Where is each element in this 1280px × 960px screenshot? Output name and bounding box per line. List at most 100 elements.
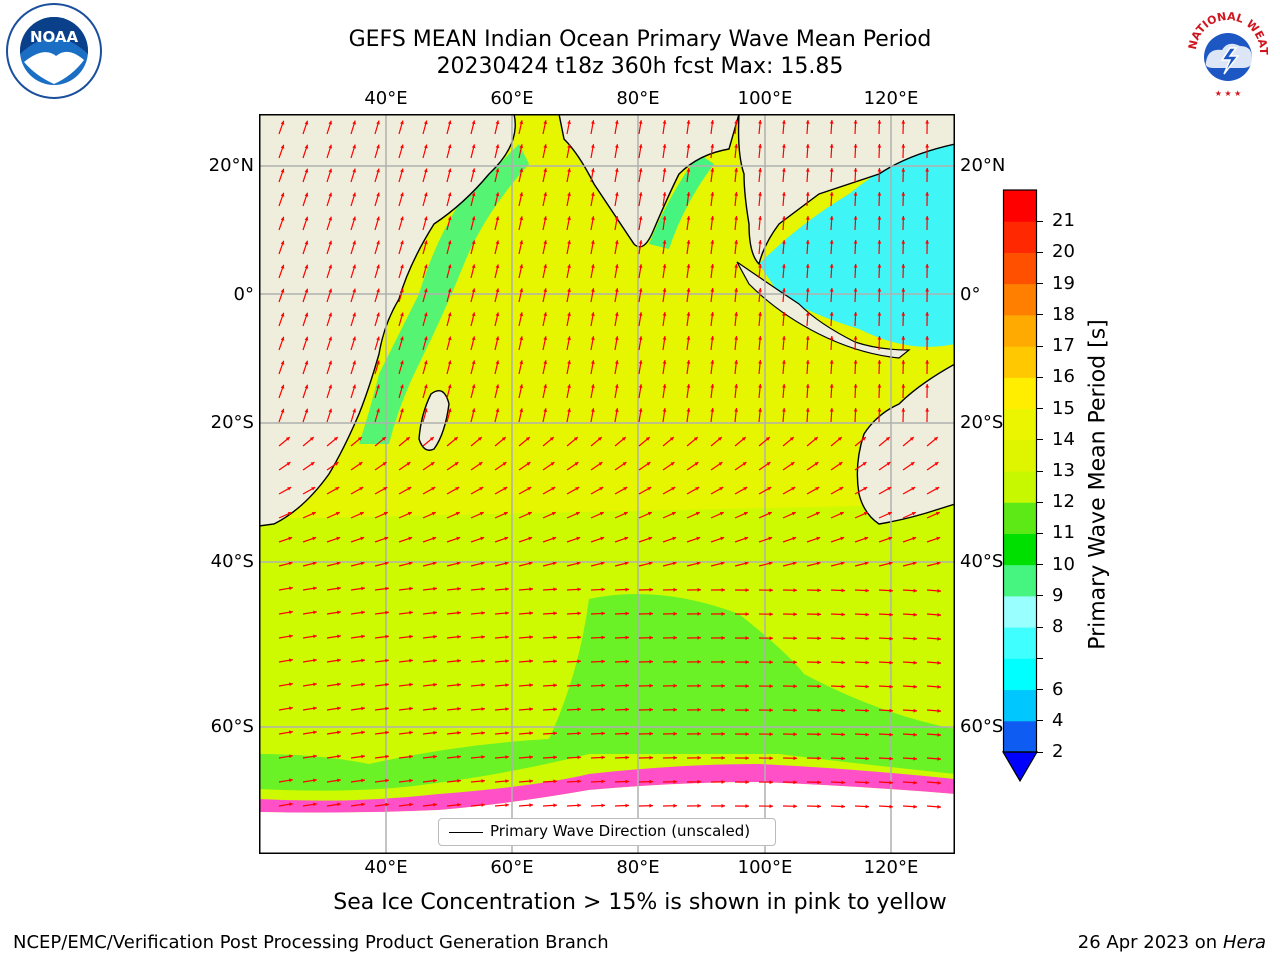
wave-arrow-head bbox=[311, 487, 316, 491]
wave-arrow-head bbox=[638, 168, 643, 172]
wave-arrow-head bbox=[543, 288, 547, 293]
wave-arrow-head bbox=[925, 168, 930, 172]
wave-arrow-head bbox=[745, 732, 749, 736]
wave-arrow-head bbox=[481, 755, 485, 759]
colorbar-bin bbox=[1003, 720, 1037, 753]
wave-arrow-head bbox=[793, 732, 797, 737]
wave-arrow-head bbox=[829, 264, 834, 268]
wave-arrow-head bbox=[471, 264, 476, 269]
wave-arrow-head bbox=[853, 312, 858, 316]
wave-arrow-head bbox=[649, 683, 653, 688]
wave-arrow-head bbox=[337, 730, 341, 735]
wave-arrow-head bbox=[328, 144, 333, 149]
wave-arrow-head bbox=[409, 634, 413, 639]
wave-arrow-head bbox=[624, 536, 629, 541]
wave-arrow-head bbox=[525, 437, 530, 441]
wave-arrow-head bbox=[913, 708, 917, 713]
wave-arrow-head bbox=[601, 755, 605, 760]
wave-arrow-head bbox=[543, 168, 547, 173]
wave-arrow-head bbox=[479, 487, 484, 491]
wave-arrow-head bbox=[304, 384, 309, 389]
wave-arrow-head bbox=[696, 536, 701, 541]
wave-arrow-head bbox=[573, 437, 578, 441]
wave-arrow-head bbox=[841, 780, 845, 785]
wave-arrow-head bbox=[423, 336, 428, 341]
wave-arrow-head bbox=[495, 240, 500, 245]
wave-arrow-head bbox=[645, 437, 650, 441]
wave-arrow-head bbox=[328, 408, 333, 413]
colorbar-tick-mark bbox=[1037, 657, 1043, 659]
wave-arrow-head bbox=[385, 610, 389, 615]
wave-arrow-head bbox=[805, 192, 810, 196]
wave-arrow-head bbox=[543, 360, 547, 365]
wave-arrow-head bbox=[673, 707, 677, 712]
wave-arrow-head bbox=[358, 462, 363, 466]
wave-arrow-head bbox=[717, 437, 722, 441]
wave-arrow-head bbox=[901, 216, 906, 220]
colorbar-tick-label: 16 bbox=[1052, 366, 1075, 388]
wave-arrow-head bbox=[289, 682, 293, 687]
wave-arrow-head bbox=[552, 536, 557, 541]
wave-arrow-head bbox=[734, 360, 739, 364]
wave-arrow-head bbox=[697, 611, 701, 616]
wave-arrow-head bbox=[309, 437, 314, 441]
wave-arrow-head bbox=[304, 288, 309, 293]
wave-arrow-head bbox=[697, 707, 701, 712]
wave-arrow-head bbox=[553, 611, 557, 616]
wave-arrow-head bbox=[734, 384, 739, 388]
wave-arrow-head bbox=[376, 216, 380, 221]
wave-arrow-head bbox=[479, 512, 484, 516]
wave-arrow-head bbox=[864, 536, 869, 541]
wave-arrow-head bbox=[646, 462, 651, 466]
wave-arrow-head bbox=[471, 192, 476, 197]
wave-arrow-head bbox=[400, 336, 404, 341]
wave-arrow-head bbox=[400, 288, 404, 293]
wave-arrow-head bbox=[718, 462, 723, 466]
wave-arrow-head bbox=[614, 144, 619, 148]
wave-arrow-head bbox=[333, 437, 338, 441]
wave-arrow-head bbox=[782, 336, 786, 340]
wave-arrow-head bbox=[423, 264, 428, 269]
wave-arrow-head bbox=[937, 660, 941, 665]
wave-arrow-head bbox=[865, 804, 869, 809]
wave-arrow-head bbox=[649, 731, 653, 736]
wave-arrow-head bbox=[601, 803, 605, 808]
sea-ice-caption: Sea Ice Concentration > 15% is shown in … bbox=[333, 890, 947, 915]
colorbar-tick-label: 14 bbox=[1052, 428, 1075, 450]
wave-arrow-head bbox=[625, 635, 629, 640]
map-subtitle: 20230424 t18z 360h fcst Max: 15.85 bbox=[436, 54, 844, 79]
wave-arrow-head bbox=[816, 561, 821, 566]
wave-arrow-head bbox=[649, 659, 653, 664]
wave-arrow-head bbox=[710, 336, 715, 340]
wave-arrow-head bbox=[543, 408, 547, 413]
wave-arrow-head bbox=[384, 561, 389, 566]
wave-arrow-head bbox=[288, 561, 293, 566]
wave-arrow-head bbox=[937, 708, 941, 713]
colorbar bbox=[1001, 189, 1039, 783]
wave-arrow-head bbox=[433, 634, 437, 639]
wave-arrow-head bbox=[502, 462, 507, 466]
wave-arrow-head bbox=[553, 635, 557, 640]
wave-arrow-head bbox=[552, 561, 557, 566]
wave-arrow-head bbox=[758, 360, 762, 364]
wave-arrow-head bbox=[742, 462, 747, 466]
wave-arrow-head bbox=[304, 168, 309, 173]
wave-arrow-head bbox=[925, 264, 930, 268]
wave-arrow-head bbox=[313, 610, 317, 615]
wave-arrow-head bbox=[567, 264, 571, 269]
wave-arrow-head bbox=[400, 408, 404, 413]
wave-arrow-head bbox=[505, 731, 509, 735]
wave-arrow-head bbox=[614, 336, 619, 340]
wave-arrow-head bbox=[817, 588, 821, 593]
wave-arrow-head bbox=[925, 216, 930, 220]
wave-arrow-head bbox=[697, 779, 701, 784]
wave-arrow-head bbox=[710, 192, 715, 196]
wave-arrow-head bbox=[480, 536, 485, 541]
wave-arrow-head bbox=[495, 408, 500, 413]
wave-arrow-head bbox=[625, 587, 629, 592]
wave-arrow-head bbox=[865, 780, 869, 785]
wave-arrow-head bbox=[769, 588, 773, 593]
wave-arrow-head bbox=[673, 731, 677, 736]
wave-arrow-head bbox=[901, 120, 906, 124]
wave-arrow-head bbox=[673, 779, 677, 784]
